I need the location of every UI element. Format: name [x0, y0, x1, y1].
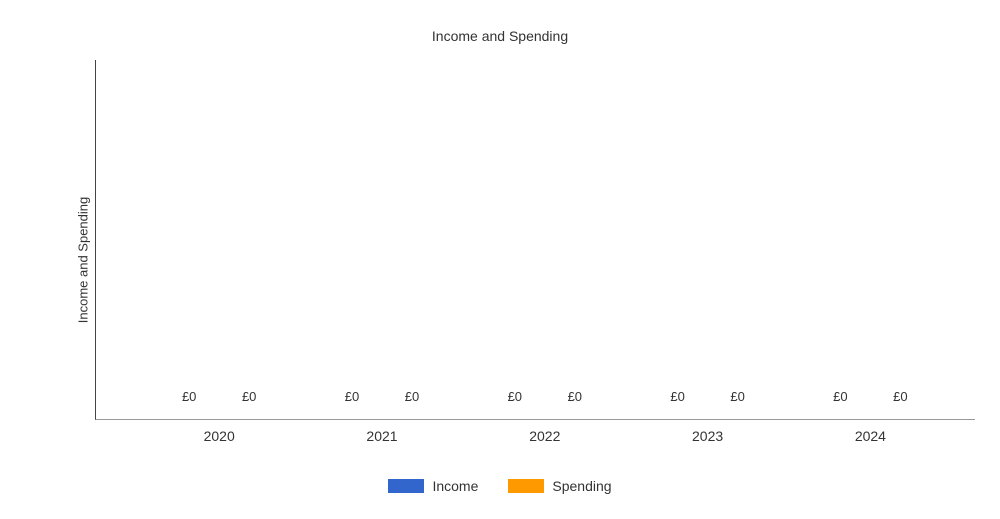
x-tick-label: 2020	[204, 428, 235, 444]
legend-swatch	[508, 479, 544, 493]
bar-value-label: £0	[893, 389, 907, 404]
x-tick-label: 2024	[855, 428, 886, 444]
bar-value-label: £0	[405, 389, 419, 404]
chart-title: Income and Spending	[0, 28, 1000, 44]
x-tick-label: 2022	[529, 428, 560, 444]
y-axis-label: Income and Spending	[76, 196, 91, 322]
bar-value-label: £0	[345, 389, 359, 404]
bar-value-label: £0	[182, 389, 196, 404]
bar-value-label: £0	[242, 389, 256, 404]
bar-value-label: £0	[568, 389, 582, 404]
x-tick-label: 2023	[692, 428, 723, 444]
legend-item: Income	[388, 478, 478, 494]
legend-label: Income	[432, 478, 478, 494]
bar-value-label: £0	[730, 389, 744, 404]
legend: Income Spending	[0, 478, 1000, 494]
x-tick-label: 2021	[366, 428, 397, 444]
bar-value-label: £0	[833, 389, 847, 404]
legend-item: Spending	[508, 478, 611, 494]
income-spending-chart: Income and Spending Income and Spending …	[0, 0, 1000, 519]
bar-value-label: £0	[670, 389, 684, 404]
plot-area: 2020£0£02021£0£02022£0£02023£0£02024£0£0	[95, 60, 975, 420]
bar-value-label: £0	[508, 389, 522, 404]
legend-label: Spending	[552, 478, 611, 494]
legend-swatch	[388, 479, 424, 493]
